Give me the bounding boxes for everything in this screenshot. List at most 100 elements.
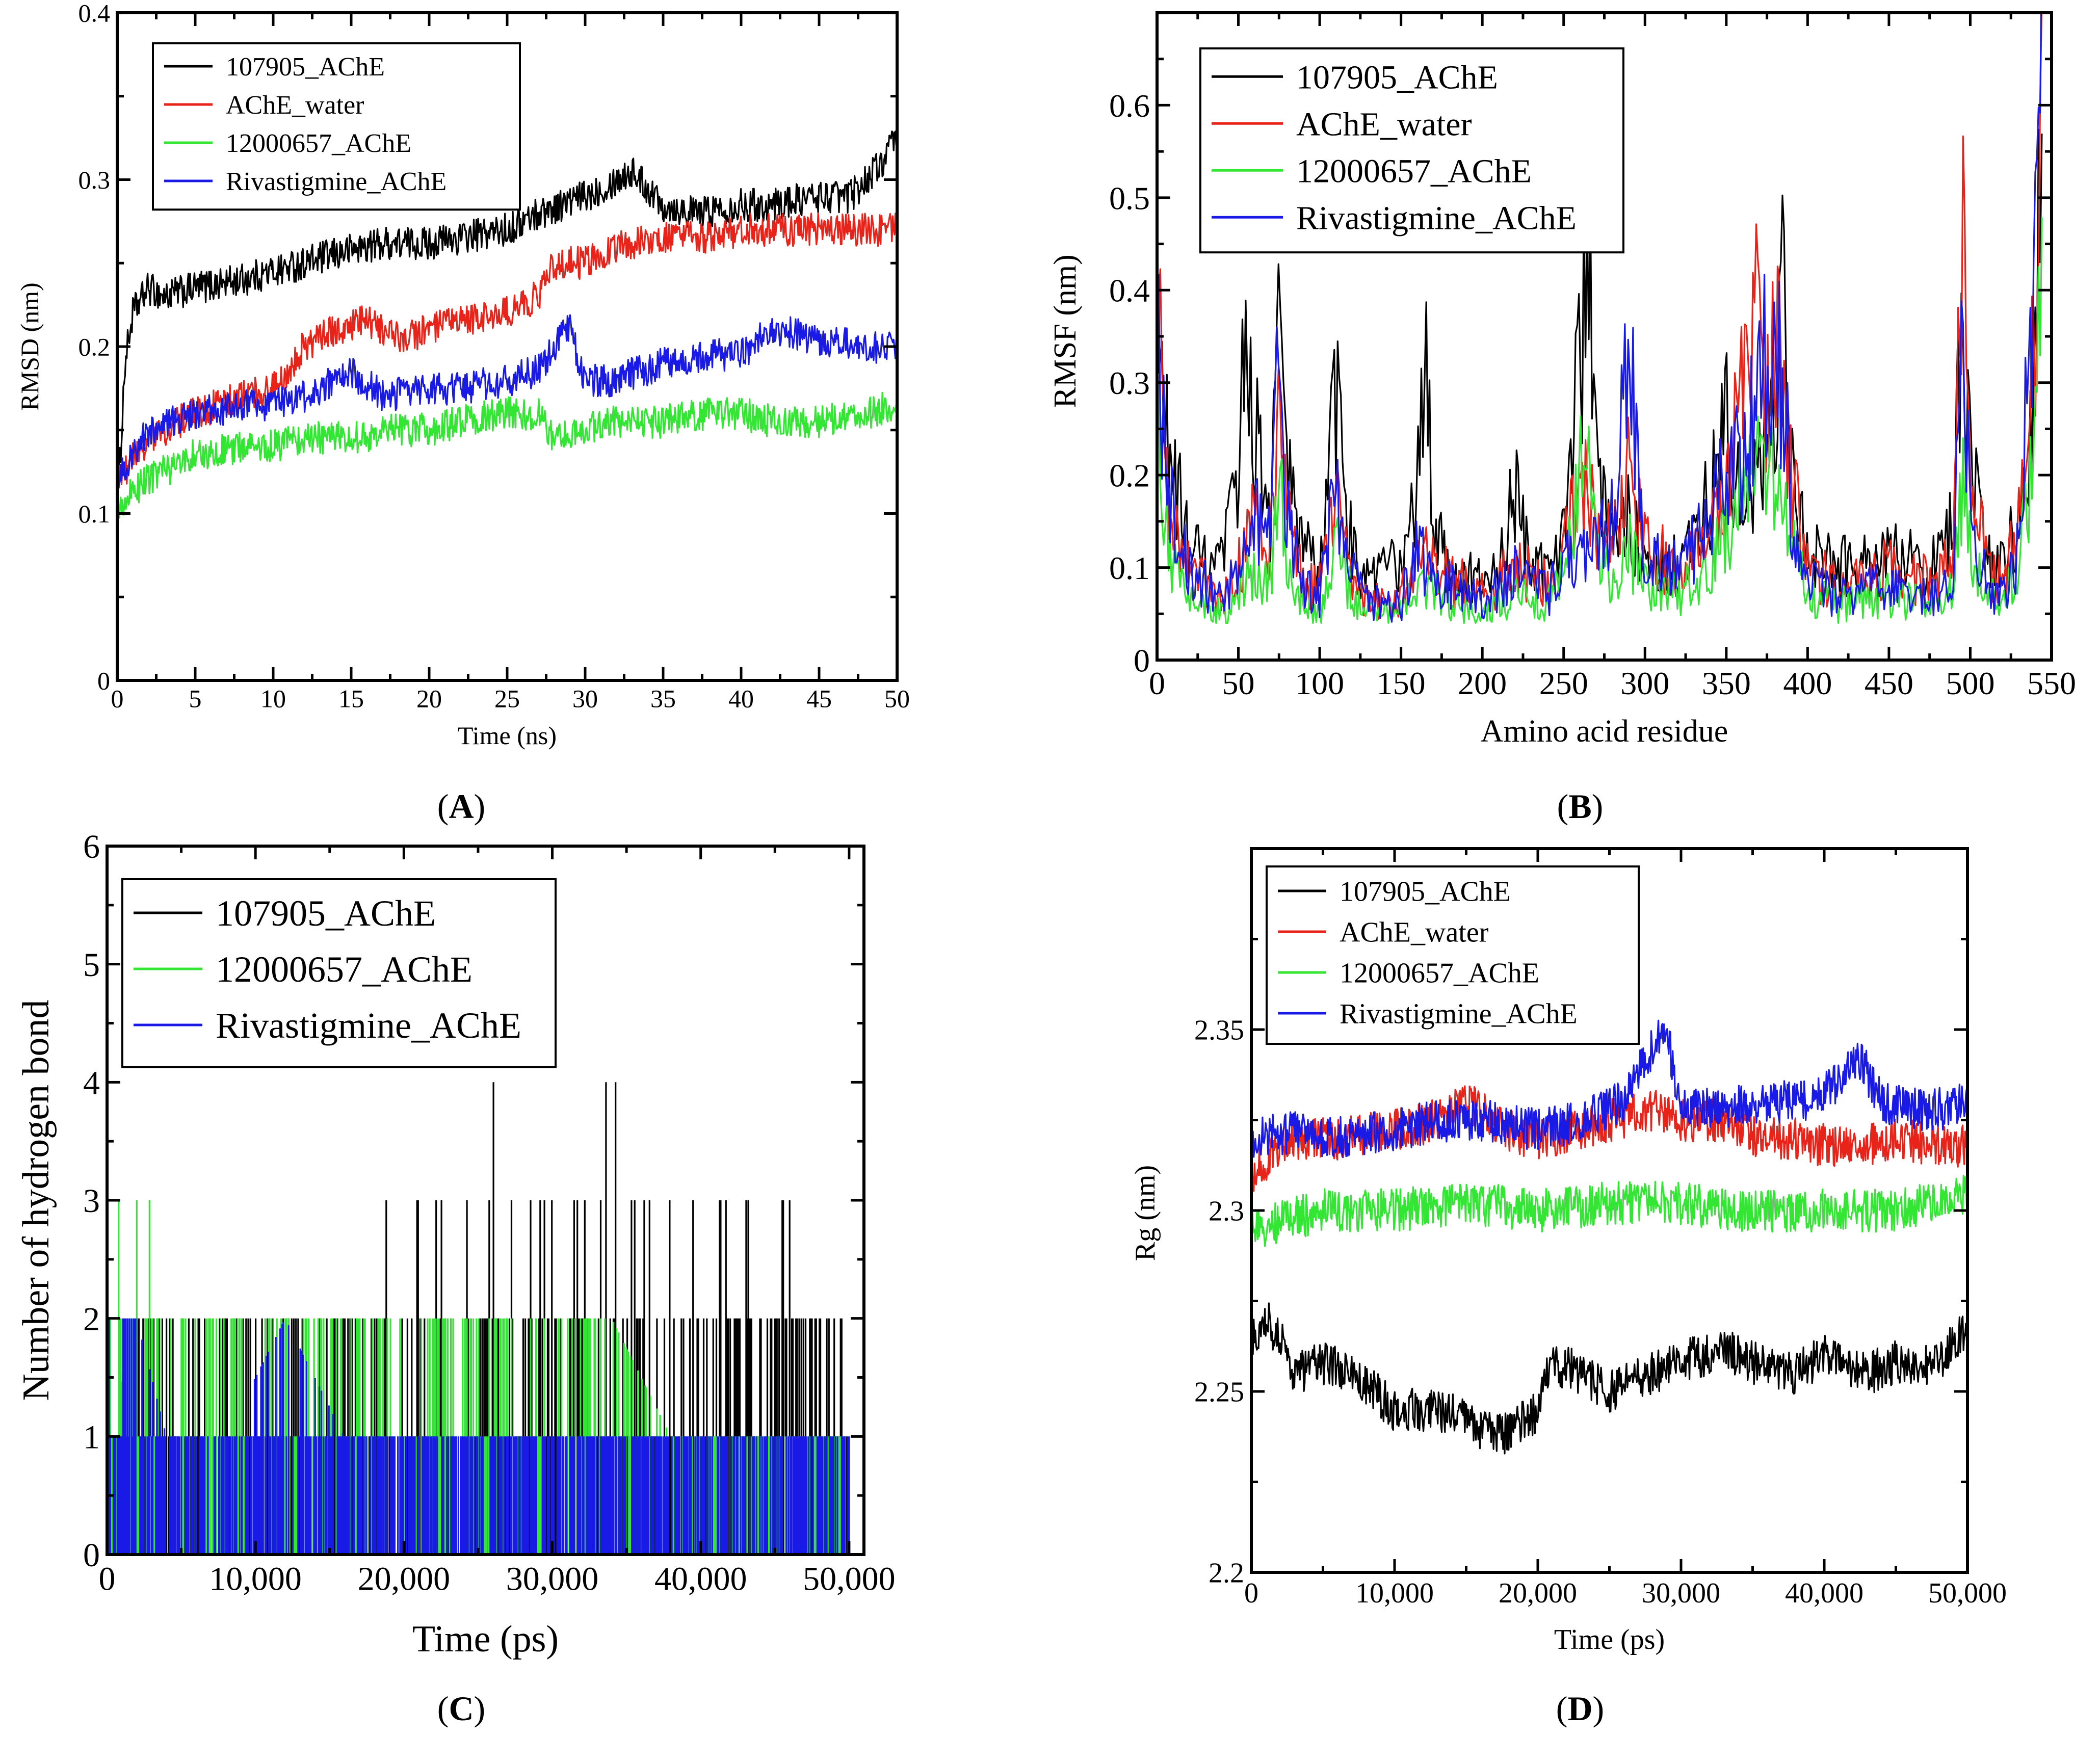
x-tick-label: 250 <box>1539 665 1588 701</box>
x-tick-label: 400 <box>1783 665 1832 701</box>
x-tick-label: 0 <box>111 685 124 713</box>
series-12000657_AChE <box>1251 1175 1967 1247</box>
x-axis-label: Time (ns) <box>458 721 557 750</box>
y-tick-label: 4 <box>83 1064 100 1101</box>
y-axis-label: RMSD (nm) <box>15 282 44 410</box>
x-tick-label: 20 <box>416 685 442 713</box>
y-tick-label: 2.2 <box>1209 1558 1244 1589</box>
y-tick-label: 2 <box>83 1301 100 1338</box>
chart-panel-B: 0 50 100 150 200 250 300 350 400 450 500 550 0 0.1 0.2… <box>1048 11 2076 826</box>
legend-label: AChE_water <box>1340 917 1489 949</box>
y-tick-label: 0 <box>97 667 110 695</box>
y-tick-label: 0.3 <box>78 166 111 194</box>
y-tick-label: 0 <box>83 1537 100 1574</box>
y-tick-label: 2.25 <box>1194 1377 1244 1408</box>
legend-label: 107905_AChE <box>216 893 436 934</box>
legend-label: Rivastigmine_AChE <box>1340 998 1578 1030</box>
x-tick-label: 40,000 <box>1785 1577 1863 1609</box>
legend-label: 12000657_AChE <box>1340 958 1539 989</box>
y-axis-label: Rg (nm) <box>1130 1165 1161 1261</box>
y-tick-label: 3 <box>83 1182 100 1220</box>
x-tick-label: 45 <box>806 685 832 713</box>
y-tick-label: 0.2 <box>78 333 111 361</box>
x-tick-label: 10,000 <box>209 1560 302 1597</box>
series-12000657_AChE <box>117 391 897 519</box>
legend-label: AChE_water <box>226 91 364 120</box>
y-tick-label: 0.5 <box>1109 180 1150 216</box>
panel-label: (D) <box>1556 1689 1604 1728</box>
x-tick-label: 10,000 <box>1355 1577 1434 1609</box>
series-Rivastigmine_AChE <box>1157 13 2042 623</box>
x-tick-label: 100 <box>1295 665 1344 701</box>
x-tick-label: 40 <box>728 685 754 713</box>
legend-label: 12000657_AChE <box>216 949 472 990</box>
panel-label: (B) <box>1557 787 1604 826</box>
x-tick-label: 30 <box>572 685 598 713</box>
legend-label: 107905_AChE <box>1340 876 1511 908</box>
legend-label: Rivastigmine_AChE <box>226 167 447 196</box>
chart-panel-A: 0 5 10 15 20 25 30 35 40 45 50 0 0.1 0.2 0.3 0.4 Time (n… <box>15 0 910 826</box>
legend: 107905_AChE 12000657_AChE Rivastigmine_ACh… <box>121 878 557 1068</box>
series-Rivastigmine_AChE <box>117 314 897 490</box>
y-tick-label: 0.4 <box>78 0 111 28</box>
series-Rivastigmine_AChE <box>107 1318 850 1555</box>
x-axis-label: Time (ps) <box>412 1618 559 1660</box>
x-axis-label: Time (ps) <box>1554 1624 1665 1655</box>
series-group <box>1157 13 2043 624</box>
chart-panel-C: 0 10,000 20,000 30,000 40,000 50,000 0 1 2 3 4 5 6 Ti… <box>15 828 896 1728</box>
series-group <box>107 1082 850 1555</box>
legend-label: 12000657_AChE <box>1296 152 1532 190</box>
x-tick-label: 0 <box>1149 665 1165 701</box>
x-tick-label: 20,000 <box>1499 1577 1577 1609</box>
series-group <box>1251 1019 1967 1455</box>
y-tick-label: 6 <box>83 828 100 865</box>
y-tick-label: 0.1 <box>78 499 111 528</box>
x-tick-label: 20,000 <box>358 1560 451 1597</box>
legend-box <box>121 878 557 1068</box>
x-tick-label: 35 <box>650 685 676 713</box>
x-tick-label: 0 <box>99 1560 116 1597</box>
x-tick-label: 300 <box>1620 665 1669 701</box>
y-tick-label: 0.1 <box>1109 550 1150 586</box>
x-tick-label: 500 <box>1946 665 1994 701</box>
x-tick-label: 5 <box>189 685 202 713</box>
legend-label: AChE_water <box>1296 106 1472 143</box>
y-tick-label: 0 <box>1134 642 1150 678</box>
y-tick-label: 0.4 <box>1109 273 1150 309</box>
x-tick-label: 200 <box>1458 665 1507 701</box>
series-group <box>117 130 897 528</box>
legend-label: 107905_AChE <box>226 52 385 82</box>
x-tick-label: 50 <box>1222 665 1255 701</box>
legend-label: 107905_AChE <box>1296 59 1498 96</box>
x-tick-label: 0 <box>1244 1577 1258 1609</box>
legend: 107905_AChE AChE_water 12000657_AChE Rivast… <box>1199 47 1624 254</box>
legend: 107905_AChE AChE_water 12000657_AChE Rivast… <box>152 42 521 211</box>
chart-panel-D: 0 10,000 20,000 30,000 40,000 50,000 2.2 2.25 2.… <box>1130 847 2007 1728</box>
panel-label: (C) <box>437 1689 485 1728</box>
x-tick-label: 450 <box>1865 665 1913 701</box>
panel-label: (A) <box>437 787 485 826</box>
y-tick-label: 2.35 <box>1194 1015 1244 1046</box>
y-tick-label: 1 <box>83 1418 100 1456</box>
x-tick-label: 50 <box>884 685 910 713</box>
y-axis-label: RMSF (nm) <box>1048 254 1083 408</box>
y-tick-label: 5 <box>83 946 100 984</box>
x-tick-label: 350 <box>1702 665 1751 701</box>
x-axis-label: Amino acid residue <box>1481 714 1728 749</box>
legend-label: Rivastigmine_AChE <box>1296 199 1577 236</box>
x-tick-label: 30,000 <box>506 1560 599 1597</box>
series-107905_AChE <box>1251 1302 1967 1455</box>
y-tick-label: 2.3 <box>1209 1196 1244 1227</box>
x-tick-label: 150 <box>1377 665 1426 701</box>
x-tick-label: 50,000 <box>803 1560 896 1597</box>
x-tick-label: 25 <box>494 685 520 713</box>
legend-label: 12000657_AChE <box>226 129 411 158</box>
series-Rivastigmine_AChE <box>1251 1019 1967 1159</box>
y-axis-label: Number of hydrogen bond <box>15 999 57 1401</box>
x-tick-label: 15 <box>338 685 364 713</box>
y-tick-label: 0.2 <box>1109 458 1150 494</box>
y-tick-label: 0.3 <box>1109 365 1150 401</box>
x-tick-label: 30,000 <box>1642 1577 1720 1609</box>
legend-box <box>152 42 521 211</box>
